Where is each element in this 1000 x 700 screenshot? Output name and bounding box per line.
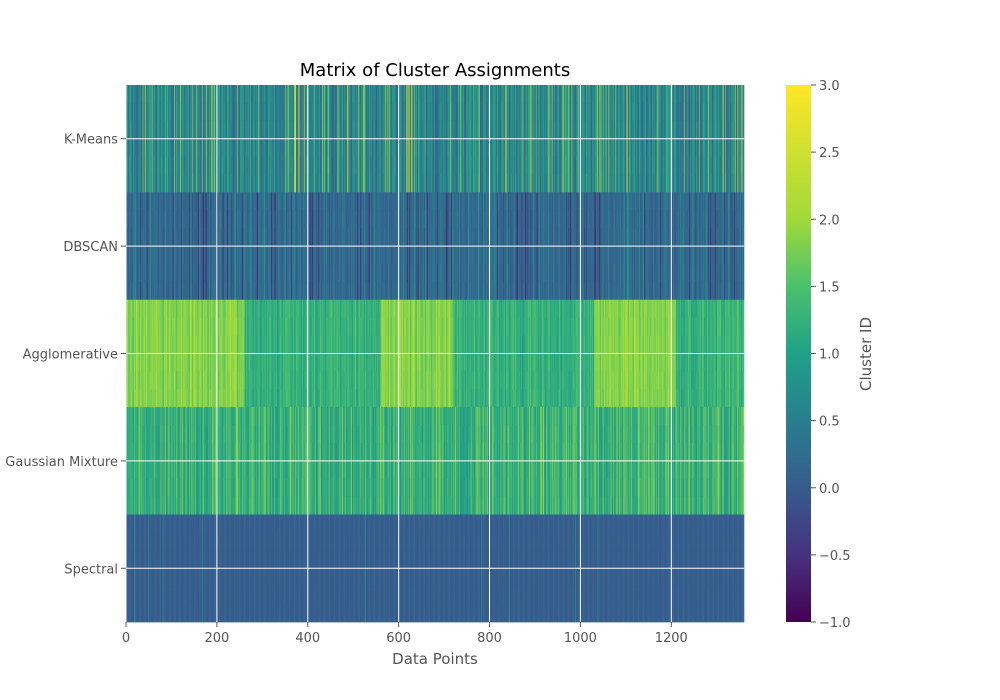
heatmap-cell: [744, 85, 745, 103]
heatmap-cell: [744, 103, 745, 121]
chart-title: Matrix of Cluster Assignments: [300, 60, 570, 81]
heatmap-cell: [744, 121, 745, 139]
